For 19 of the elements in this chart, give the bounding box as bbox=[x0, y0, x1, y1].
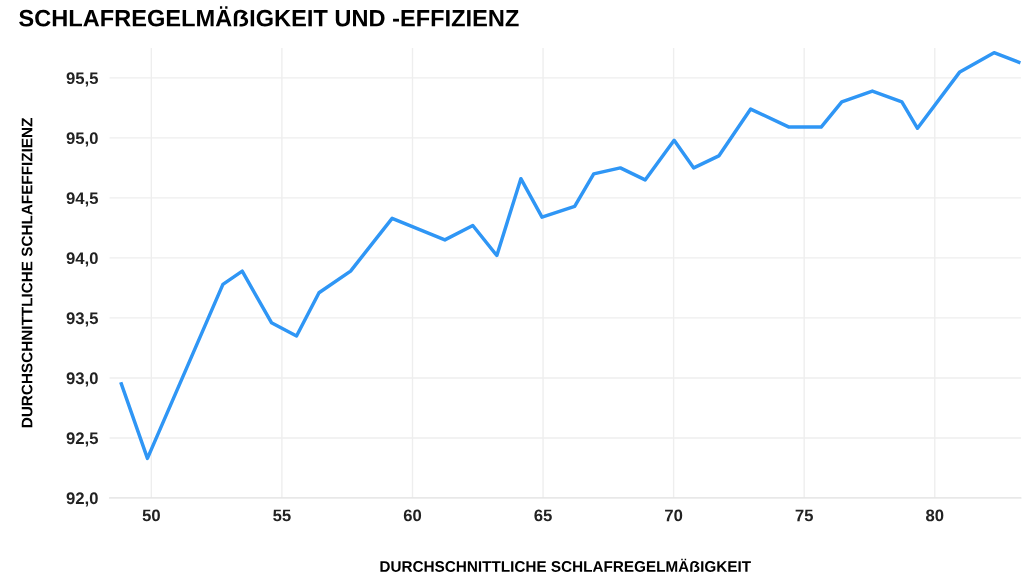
y-tick-label: 93,5 bbox=[66, 312, 98, 327]
y-tick-label: 95,5 bbox=[66, 72, 98, 87]
y-axis-title: DURCHSCHNITTLICHE SCHLAFEFFIZIENZ bbox=[21, 118, 33, 428]
y-tick-label: 94,5 bbox=[66, 192, 98, 207]
y-tick-label: 95,0 bbox=[66, 132, 98, 147]
x-axis-title: DURCHSCHNITTLICHE SCHLAFREGELMÄẞIGKEIT bbox=[380, 558, 751, 572]
x-tick-label: 60 bbox=[403, 509, 422, 522]
y-tick-label: 94,0 bbox=[66, 252, 98, 267]
x-tick-label: 55 bbox=[273, 509, 291, 522]
x-tick-label: 65 bbox=[534, 509, 552, 522]
x-tick-label: 50 bbox=[142, 509, 160, 522]
chart-title: SCHLAFREGELMÄẞIGKEIT UND -EFFIZIENZ bbox=[19, 6, 519, 27]
x-tick-label: 80 bbox=[926, 509, 944, 522]
x-tick-label: 70 bbox=[665, 509, 683, 522]
line-series bbox=[119, 50, 1021, 461]
y-tick-label: 92,5 bbox=[66, 432, 98, 447]
y-tick-label: 92,0 bbox=[66, 492, 98, 507]
x-tick-label: 75 bbox=[795, 509, 813, 522]
y-tick-label: 93,0 bbox=[66, 372, 98, 387]
